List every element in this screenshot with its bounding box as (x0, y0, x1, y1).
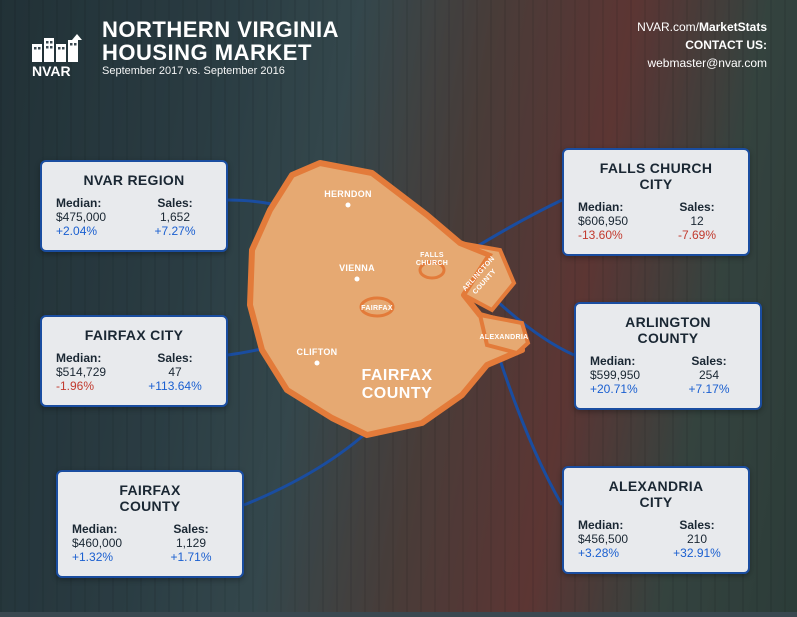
median-pct: -13.60% (578, 228, 652, 242)
median-col: Median:$475,000+2.04% (56, 196, 130, 238)
sales-pct: +113.64% (138, 379, 212, 393)
sales-value: 12 (660, 214, 734, 228)
map-label: CLIFTON (297, 347, 338, 357)
median-value: $460,000 (72, 536, 146, 550)
title-line1: NORTHERN VIRGINIA (102, 18, 339, 41)
sales-value: 1,129 (154, 536, 228, 550)
sales-pct: +7.27% (138, 224, 212, 238)
map-label: VIENNA (339, 263, 375, 273)
header: NVAR NORTHERN VIRGINIA HOUSING MARKET Se… (30, 18, 767, 78)
card-title: ARLINGTONCOUNTY (590, 314, 746, 346)
card-title: NVAR REGION (56, 172, 212, 188)
stat-card-fairfax-city: FAIRFAX CITYMedian:$514,729-1.96%Sales:4… (40, 315, 228, 407)
map-label: FALLS (420, 252, 444, 259)
sales-label: Sales: (138, 196, 212, 210)
contact-url: NVAR.com/MarketStats (637, 18, 767, 36)
median-label: Median: (56, 196, 130, 210)
median-value: $514,729 (56, 365, 130, 379)
logo-area: NVAR NORTHERN VIRGINIA HOUSING MARKET Se… (30, 18, 339, 78)
sales-value: 1,652 (138, 210, 212, 224)
sales-pct: +1.71% (154, 550, 228, 564)
median-label: Median: (590, 354, 664, 368)
median-col: Median:$456,500+3.28% (578, 518, 652, 560)
sales-label: Sales: (154, 522, 228, 536)
subtitle: September 2017 vs. September 2016 (102, 66, 339, 78)
sales-label: Sales: (672, 354, 746, 368)
title-line2: HOUSING MARKET (102, 41, 339, 64)
map-label: FAIRFAX (361, 305, 393, 312)
median-pct: +20.71% (590, 382, 664, 396)
contact-us-label: CONTACT US: (637, 36, 767, 54)
median-value: $475,000 (56, 210, 130, 224)
sales-label: Sales: (660, 518, 734, 532)
sales-col: Sales:210+32.91% (660, 518, 734, 560)
median-label: Median: (578, 518, 652, 532)
county-name-line2: COUNTY (362, 385, 433, 402)
median-col: Median:$514,729-1.96% (56, 351, 130, 393)
median-label: Median: (578, 200, 652, 214)
sales-pct: +7.17% (672, 382, 746, 396)
sales-value: 254 (672, 368, 746, 382)
sales-pct: +32.91% (660, 546, 734, 560)
median-col: Median:$606,950-13.60% (578, 200, 652, 242)
county-name-line1: FAIRFAX (361, 367, 432, 384)
sales-col: Sales:12-7.69% (660, 200, 734, 242)
median-pct: +2.04% (56, 224, 130, 238)
card-title: ALEXANDRIACITY (578, 478, 734, 510)
stat-card-arlington: ARLINGTONCOUNTYMedian:$599,950+20.71%Sal… (574, 302, 762, 410)
median-pct: -1.96% (56, 379, 130, 393)
title-block: NORTHERN VIRGINIA HOUSING MARKET Septemb… (102, 18, 339, 78)
map-label: ALEXANDRIA (480, 334, 529, 341)
stat-card-fairfax-county: FAIRFAXCOUNTYMedian:$460,000+1.32%Sales:… (56, 470, 244, 578)
median-label: Median: (56, 351, 130, 365)
median-col: Median:$460,000+1.32% (72, 522, 146, 564)
stat-card-falls-church: FALLS CHURCHCITYMedian:$606,950-13.60%Sa… (562, 148, 750, 256)
card-title: FALLS CHURCHCITY (578, 160, 734, 192)
contact-block: NVAR.com/MarketStats CONTACT US: webmast… (637, 18, 767, 72)
stat-card-nvar-region: NVAR REGIONMedian:$475,000+2.04%Sales:1,… (40, 160, 228, 252)
sales-value: 210 (660, 532, 734, 546)
sales-col: Sales:47+113.64% (138, 351, 212, 393)
sales-col: Sales:254+7.17% (672, 354, 746, 396)
map-label: CHURCH (416, 260, 448, 267)
card-title: FAIRFAX CITY (56, 327, 212, 343)
median-value: $599,950 (590, 368, 664, 382)
sales-pct: -7.69% (660, 228, 734, 242)
median-label: Median: (72, 522, 146, 536)
map-label: HERNDON (324, 189, 372, 199)
median-pct: +1.32% (72, 550, 146, 564)
card-title: FAIRFAXCOUNTY (72, 482, 228, 514)
sales-col: Sales:1,129+1.71% (154, 522, 228, 564)
stat-card-alexandria: ALEXANDRIACITYMedian:$456,500+3.28%Sales… (562, 466, 750, 574)
sales-label: Sales: (138, 351, 212, 365)
median-value: $606,950 (578, 214, 652, 228)
sales-value: 47 (138, 365, 212, 379)
region-map: HERNDONVIENNAFALLSCHURCHARLINGTONCOUNTYF… (232, 155, 552, 445)
contact-email: webmaster@nvar.com (637, 54, 767, 72)
svg-text:NVAR: NVAR (32, 63, 71, 78)
median-pct: +3.28% (578, 546, 652, 560)
sales-col: Sales:1,652+7.27% (138, 196, 212, 238)
median-value: $456,500 (578, 532, 652, 546)
nvar-logo-icon: NVAR (30, 30, 92, 78)
median-col: Median:$599,950+20.71% (590, 354, 664, 396)
sales-label: Sales: (660, 200, 734, 214)
